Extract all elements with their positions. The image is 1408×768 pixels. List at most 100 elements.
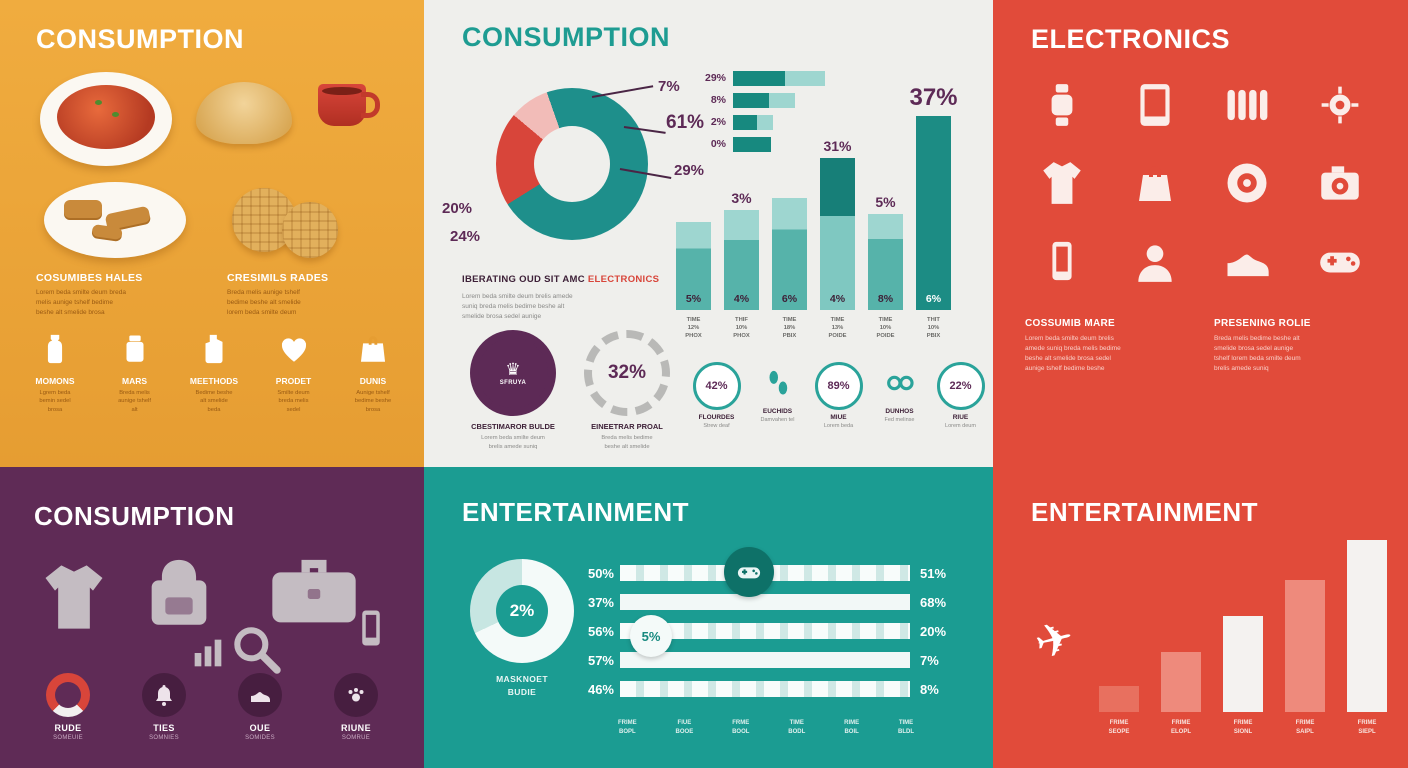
stat-sub: Lorem beda bbox=[823, 423, 854, 429]
radiator-icon bbox=[1206, 74, 1289, 136]
callout-line bbox=[591, 85, 654, 98]
stat-label: MIUE bbox=[830, 414, 847, 421]
product-icon-item: DUNIS Aunige tshelf bedime beshe brosa bbox=[336, 332, 410, 414]
pastry-illustration bbox=[196, 82, 292, 144]
section-heading-tag: ELECTRONICS bbox=[587, 274, 660, 285]
bar: 5% bbox=[676, 222, 711, 310]
consumption-column-chart: 5% TIME 12% PHOX 3% 4% THIF 10% PHOX 6% … bbox=[676, 80, 958, 352]
bar-right-value: 68% bbox=[920, 595, 947, 610]
bar-column: 3% 4% THIF 10% PHOX bbox=[724, 190, 759, 352]
panel-title: ELECTRONICS bbox=[1031, 24, 1231, 54]
product-icon-row: MOMONS Lgrem beda bemin sedel brosa MARS… bbox=[18, 332, 410, 414]
panel-title: ENTERTAINMENT bbox=[1031, 497, 1259, 527]
panel-title: CONSUMPTION bbox=[462, 22, 670, 52]
mini-bar-label: 8% bbox=[710, 94, 726, 106]
food-illustrations bbox=[0, 60, 424, 270]
gear-icon bbox=[1299, 74, 1382, 136]
stew-plate-illustration bbox=[40, 72, 172, 166]
product-label: MEETHODS bbox=[189, 376, 239, 386]
bar-column: 37% 6% THIT 10% PBIX bbox=[909, 84, 957, 352]
stat-label: RUDE bbox=[54, 723, 82, 733]
panel-entertainment-teal: ENTERTAINMENT 2% MASKNOET BUDIE 50% 37% … bbox=[424, 467, 993, 768]
jacket-icon bbox=[1021, 152, 1104, 214]
percent-badge: 5% bbox=[630, 615, 672, 657]
bar bbox=[1285, 580, 1325, 712]
gamepad-icon bbox=[737, 567, 761, 579]
bar-column: 6% TIME 18% PBIX bbox=[772, 194, 807, 352]
stat-item: 89% MIUE Lorem beda bbox=[812, 362, 865, 429]
backpack-icon bbox=[138, 553, 220, 640]
x-label: TIME BLDL bbox=[897, 720, 914, 735]
x-label: FRME BOOL bbox=[732, 720, 750, 735]
bar-segment bbox=[733, 114, 757, 130]
bar-value-inside: 4% bbox=[733, 293, 750, 305]
bar: 6% bbox=[916, 116, 951, 310]
donut-callout: 29% bbox=[674, 162, 705, 179]
camera-lens-icon bbox=[1206, 152, 1289, 214]
bar-segment bbox=[769, 92, 795, 108]
bar: 4% bbox=[724, 210, 759, 310]
text-column: CRESIMILS RADES Breda melis aunige tshel… bbox=[227, 272, 392, 317]
stat-item: 42% FLOURDES Strew deaf bbox=[690, 362, 743, 429]
stat-circle: 22% bbox=[936, 362, 985, 410]
heart-icon bbox=[277, 338, 311, 370]
x-label: RIME BOIL bbox=[844, 720, 860, 735]
mini-bar-row: 2% bbox=[696, 114, 825, 130]
product-sub: Smilte deum breda melis sedel bbox=[277, 390, 310, 413]
bar: 4% bbox=[820, 158, 855, 310]
bar-segment bbox=[733, 136, 771, 152]
gear-caption: EINEETRAR PROAL bbox=[591, 422, 663, 431]
jar-icon bbox=[118, 335, 152, 370]
donut-callout: 61% bbox=[666, 112, 705, 133]
apparel-icons bbox=[0, 537, 424, 674]
stat-label: FLOURDES bbox=[698, 414, 735, 421]
gear-stat-2: 32% EINEETRAR PROAL Breda melis bedime b… bbox=[574, 330, 680, 451]
bar-segment bbox=[785, 70, 825, 86]
magnifier-icon bbox=[228, 621, 284, 682]
stat-label: RIUE bbox=[952, 414, 969, 421]
gear-icon: 32% bbox=[584, 330, 670, 416]
smartwatch-icon bbox=[1021, 74, 1104, 136]
paw-icon bbox=[334, 673, 378, 717]
x-label: FIUE BOOE bbox=[675, 720, 694, 735]
bar-value-above: 5% bbox=[875, 194, 896, 210]
bar-value-inside: 5% bbox=[685, 293, 702, 305]
donut-caption: MASKNOET BUDIE bbox=[496, 674, 548, 697]
mini-bar-label: 2% bbox=[710, 116, 726, 128]
product-label: PRODET bbox=[275, 376, 312, 386]
mini-bar-label: 29% bbox=[704, 72, 726, 84]
stat-label: TIES bbox=[153, 723, 175, 733]
panel-title: ENTERTAINMENT bbox=[462, 497, 690, 527]
stat-sub: SOMEUIE bbox=[53, 735, 83, 741]
stat-item: TIES SOMNIES bbox=[120, 673, 208, 741]
bar-column: 31% 4% TIME 13% POIDE bbox=[820, 138, 855, 352]
bar-right-value: 8% bbox=[920, 682, 939, 697]
bar-x-label: TIME 13% POIDE bbox=[828, 317, 847, 340]
tablet-icon bbox=[1114, 74, 1197, 136]
product-icon-item: PRODET Smilte deum breda melis sedel bbox=[257, 332, 331, 414]
x-axis-labels: FRIME BOPL FIUE BOOE FRME BOOL TIME BODL… bbox=[618, 719, 914, 736]
product-label: MOMONS bbox=[35, 376, 75, 386]
product-icon-item: MARS Breda melis aunige tshelf alt bbox=[98, 332, 172, 414]
product-sub: Breda melis aunige tshelf alt bbox=[118, 390, 151, 413]
panel-title: CONSUMPTION bbox=[36, 24, 244, 54]
bar-column: 5% TIME 12% PHOX bbox=[676, 218, 711, 352]
column-heading: PRESENING ROLIE bbox=[1214, 318, 1311, 329]
stat-sub: SOMRUE bbox=[341, 735, 371, 741]
product-label: DUNIS bbox=[359, 376, 387, 386]
bar-value-above: 31% bbox=[823, 138, 852, 154]
mini-bar-row: 8% bbox=[696, 92, 825, 108]
bottle-icon bbox=[38, 334, 72, 370]
bar-value-above: 3% bbox=[731, 190, 752, 206]
shopping-bag-icon bbox=[356, 336, 390, 370]
h-bar bbox=[620, 652, 910, 668]
gear-stat-1: ♛ SFRUYA CBESTIMAROR BULDE Lorem beda sm… bbox=[460, 330, 566, 451]
donut-value: 2% bbox=[509, 601, 535, 620]
bar-x-label: FRIME SIONL bbox=[1233, 720, 1253, 735]
bar-right-value: 51% bbox=[920, 566, 947, 581]
stat-sub: Lorem deum bbox=[945, 423, 976, 429]
bar-chart-icon bbox=[188, 633, 228, 678]
goggles-icon bbox=[879, 362, 921, 404]
gamepad-icon bbox=[1299, 230, 1382, 292]
h-bar bbox=[620, 681, 910, 697]
